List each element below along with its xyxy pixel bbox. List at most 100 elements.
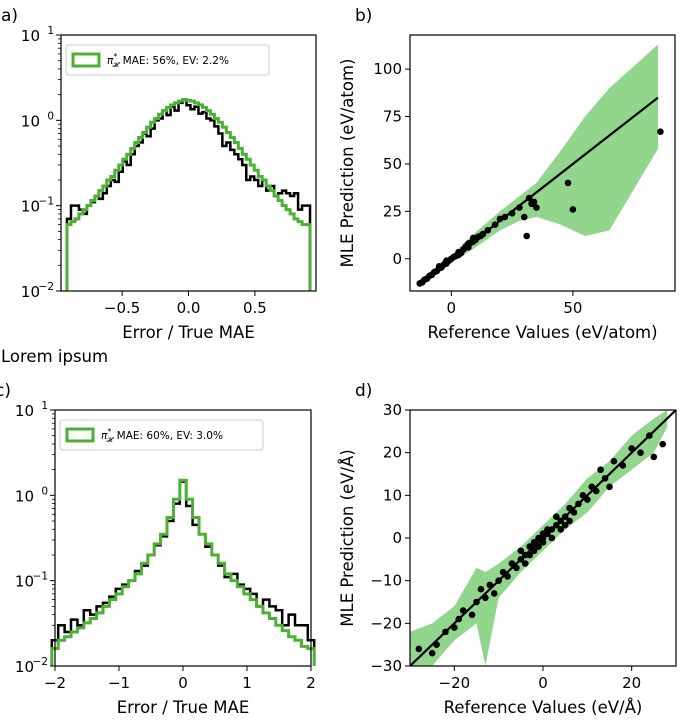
data-point [442, 628, 449, 636]
panel-label: b) [355, 6, 372, 26]
data-point [465, 240, 472, 247]
y-tick-label: 25 [383, 202, 402, 220]
panel-label: c) [0, 381, 11, 401]
data-point [553, 521, 560, 529]
x-tick-label: −1 [108, 674, 130, 692]
data-point [513, 564, 520, 572]
data-point [588, 483, 596, 491]
data-point [570, 509, 578, 516]
data-point [548, 526, 556, 533]
y-tick-label: −30 [370, 657, 402, 675]
y-tick-label: 0 [392, 529, 402, 547]
legend-box [59, 419, 264, 451]
histogram-series-true-error [50, 480, 316, 666]
data-point [517, 547, 525, 555]
data-point [499, 568, 507, 576]
data-point [459, 607, 467, 614]
x-axis-label: Reference Values (eV/Å) [444, 698, 643, 717]
data-point [468, 611, 476, 619]
panel-label: d) [355, 381, 372, 401]
legend-label: π* 𝓗 MAE: 56%, EV: 2.2% [107, 52, 229, 69]
data-point [650, 453, 658, 461]
legend: π* 𝓗 MAE: 60%, EV: 3.0% [59, 419, 264, 451]
data-point [486, 581, 494, 589]
data-point [508, 560, 516, 567]
x-tick-label: −0.5 [104, 299, 140, 317]
data-point [443, 257, 450, 264]
y-tick-label: 75 [383, 108, 402, 126]
y-tick-label: 10 [15, 573, 34, 591]
histogram-series-predicted [50, 478, 316, 666]
x-tick-label: 0.5 [243, 299, 267, 317]
x-axis-label: Error / True MAE [117, 698, 250, 717]
data-point [539, 538, 547, 546]
y-tick-label: 10 [383, 486, 402, 504]
data-point [484, 227, 492, 234]
data-point [435, 263, 443, 270]
data-point [592, 487, 600, 495]
data-point [523, 232, 530, 240]
y-tick-label: 10 [21, 283, 40, 301]
y-tick-label: 20 [383, 444, 402, 462]
axes-frame [409, 34, 676, 292]
y-tick-label: 10 [15, 658, 34, 676]
x-tick-label: 1 [242, 674, 252, 692]
data-point [521, 560, 529, 567]
y-tick-exponent: 1 [41, 400, 48, 412]
data-point [637, 449, 644, 456]
scatter-panel-d: −20 0 20 −30 −20 −10 0 10 20 30 Reference Values (… [338, 381, 677, 717]
data-point [530, 538, 538, 546]
y-tick-label: 10 [15, 487, 34, 505]
data-point [516, 204, 523, 211]
y-tick-label: −20 [370, 614, 402, 632]
y-tick-exponent: 0 [41, 485, 48, 497]
x-tick-label: 0 [538, 674, 548, 692]
data-point [597, 466, 604, 474]
y-tick-exponent: −2 [33, 656, 48, 668]
data-point [557, 526, 565, 533]
scatter-panel-b: 0 50 0 25 50 75 100 Reference Values (eV/atom) M… [338, 6, 676, 342]
data-point [553, 513, 560, 520]
y-tick-label: 10 [21, 198, 40, 216]
data-point [455, 251, 462, 259]
data-point [533, 204, 540, 211]
data-point [491, 221, 499, 228]
data-point [646, 432, 653, 439]
y-tick-exponent: −1 [39, 196, 54, 208]
data-point [564, 179, 572, 187]
y-tick-label: 30 [383, 401, 402, 419]
legend-label: π* 𝓗 MAE: 60%, EV: 3.0% [101, 427, 223, 444]
data-point [628, 445, 635, 452]
y-tick-exponent: 0 [47, 110, 54, 122]
x-tick-label: 20 [622, 674, 641, 692]
data-point [473, 598, 480, 606]
x-axis-label: Reference Values (eV/atom) [427, 323, 657, 342]
x-axis-label: Error / True MAE [122, 323, 255, 342]
data-point [584, 496, 591, 503]
data-point [520, 213, 528, 221]
data-point [548, 534, 556, 542]
x-tick-label: 0.0 [177, 299, 201, 317]
data-point [566, 517, 573, 525]
y-tick-label: 0 [392, 250, 402, 268]
data-point [535, 543, 542, 550]
data-point [659, 440, 666, 448]
y-axis-label: MLE Prediction (eV/atom) [338, 59, 357, 268]
data-point [575, 500, 582, 508]
data-point [433, 641, 440, 648]
x-tick-label: 2 [306, 674, 316, 692]
y-tick-label: 50 [383, 155, 402, 173]
data-point [610, 457, 618, 465]
data-point [657, 128, 664, 136]
histogram-series-predicted [65, 98, 312, 291]
x-tick-label: 50 [563, 299, 582, 317]
x-tick-label: −2 [44, 674, 66, 692]
data-point [517, 556, 525, 563]
y-tick-exponent: −2 [39, 281, 54, 293]
figure-note: Lorem ipsum [1, 347, 108, 366]
data-point [619, 462, 627, 469]
y-tick-label: 10 [15, 402, 34, 420]
legend: π* 𝓗 MAE: 56%, EV: 2.2% [65, 44, 270, 76]
